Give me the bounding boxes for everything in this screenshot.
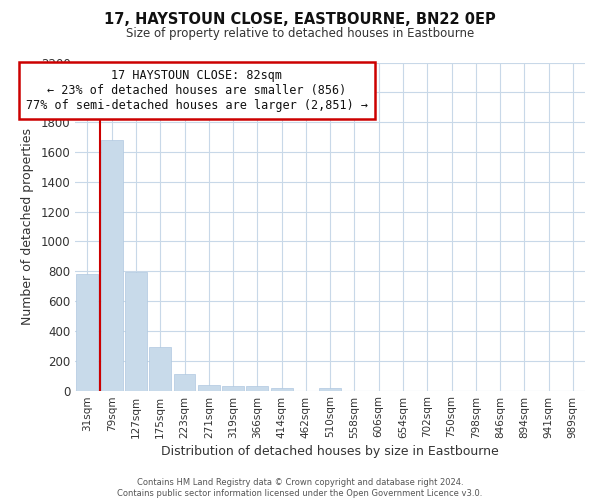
Bar xyxy=(222,386,244,390)
Text: 17, HAYSTOUN CLOSE, EASTBOURNE, BN22 0EP: 17, HAYSTOUN CLOSE, EASTBOURNE, BN22 0EP xyxy=(104,12,496,28)
Bar xyxy=(149,346,171,391)
Bar xyxy=(101,140,122,390)
Text: Size of property relative to detached houses in Eastbourne: Size of property relative to detached ho… xyxy=(126,28,474,40)
Y-axis label: Number of detached properties: Number of detached properties xyxy=(21,128,34,325)
Text: Contains HM Land Registry data © Crown copyright and database right 2024.
Contai: Contains HM Land Registry data © Crown c… xyxy=(118,478,482,498)
Bar xyxy=(271,388,293,390)
Bar xyxy=(125,272,147,390)
Bar xyxy=(173,374,196,390)
X-axis label: Distribution of detached houses by size in Eastbourne: Distribution of detached houses by size … xyxy=(161,444,499,458)
Bar xyxy=(319,388,341,390)
Bar xyxy=(247,386,268,390)
Bar xyxy=(198,386,220,390)
Text: 17 HAYSTOUN CLOSE: 82sqm
← 23% of detached houses are smaller (856)
77% of semi-: 17 HAYSTOUN CLOSE: 82sqm ← 23% of detach… xyxy=(26,70,368,112)
Bar xyxy=(76,274,98,390)
